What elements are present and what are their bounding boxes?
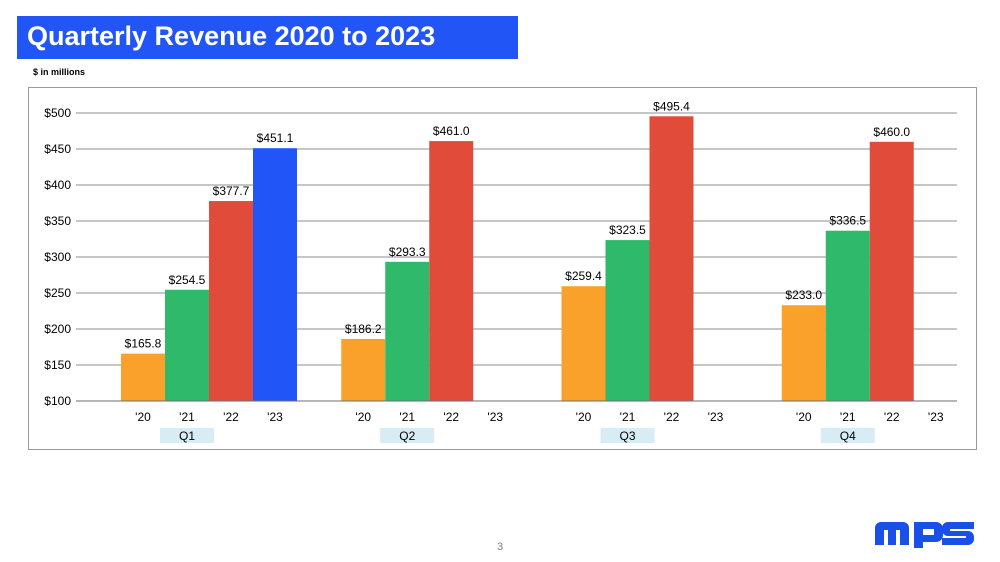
quarter-label: Q1 <box>179 429 195 443</box>
quarter-label-box <box>380 428 435 443</box>
y-tick-label: $100 <box>44 394 71 408</box>
y-tick-label: $400 <box>44 178 71 192</box>
mps-logo-icon <box>873 522 974 548</box>
units-note: $ in millions <box>33 67 86 77</box>
bar-q1-2023 <box>253 148 297 401</box>
chart-frame: $100 $150 $200 $250 $300 $350 $400 $450 $500 $165… <box>28 87 977 450</box>
bar-q1-2022 <box>209 201 253 401</box>
bar-q3-2021 <box>605 240 650 401</box>
quarter-label: Q4 <box>840 429 856 443</box>
data-label: $293.3 <box>389 245 426 259</box>
bar-q4-2020 <box>781 305 826 401</box>
x-tick-label: '21 <box>399 410 415 424</box>
x-tick-label: '23 <box>708 410 724 424</box>
x-tick-label: '20 <box>355 410 371 424</box>
y-tick-label: $250 <box>44 286 71 300</box>
data-label: $186.2 <box>345 322 382 336</box>
quarter-label-box <box>600 428 655 443</box>
y-tick-label: $350 <box>44 214 71 228</box>
page-number: 3 <box>496 541 504 553</box>
bar-q2-2022 <box>429 141 474 401</box>
data-label: $336.5 <box>829 214 866 228</box>
bar-q1-2021 <box>165 289 209 401</box>
y-tick-label: $450 <box>44 142 71 156</box>
x-tick-label: '21 <box>179 410 195 424</box>
bar-q2-2021 <box>385 261 430 401</box>
y-tick-label: $150 <box>44 358 71 372</box>
x-tick-label: '23 <box>928 410 944 424</box>
data-label: $254.5 <box>169 273 206 287</box>
x-tick-label: '22 <box>884 410 900 424</box>
data-label: $259.4 <box>565 269 602 283</box>
x-tick-label: '22 <box>664 410 680 424</box>
data-label: $377.7 <box>213 184 250 198</box>
x-tick-label: '23 <box>487 410 503 424</box>
data-label: $165.8 <box>125 337 162 351</box>
y-tick-label: $500 <box>44 106 71 120</box>
bar-q3-2020 <box>561 286 606 401</box>
data-label: $495.4 <box>653 99 690 113</box>
x-tick-label: '20 <box>576 410 592 424</box>
data-label: $323.5 <box>609 223 646 237</box>
y-tick-label: $300 <box>44 250 71 264</box>
bar-q1-2020 <box>121 353 165 401</box>
bar-q4-2021 <box>825 230 870 401</box>
x-tick-label: '21 <box>840 410 856 424</box>
x-tick-label: '21 <box>620 410 636 424</box>
data-label: $460.0 <box>873 125 910 139</box>
quarter-label-box <box>160 428 214 443</box>
bar-q3-2022 <box>649 116 694 401</box>
title-bar: Quarterly Revenue 2020 to 2023 <box>17 16 518 59</box>
data-label: $233.0 <box>785 288 822 302</box>
x-tick-label: '23 <box>267 410 283 424</box>
quarter-label: Q2 <box>399 429 415 443</box>
x-tick-label: '22 <box>223 410 239 424</box>
mps-logo: mps <box>872 516 982 555</box>
x-tick-label: '20 <box>135 410 151 424</box>
data-label: $451.1 <box>257 131 294 145</box>
quarter-label: Q3 <box>619 429 635 443</box>
quarter-label-box <box>820 428 875 443</box>
x-tick-label: '22 <box>443 410 459 424</box>
x-tick-label: '20 <box>796 410 812 424</box>
revenue-bar-chart: $100 $150 $200 $250 $300 $350 $400 $450 $500 $165… <box>44 99 957 443</box>
bar-q2-2020 <box>341 338 386 401</box>
page-title: Quarterly Revenue 2020 to 2023 <box>27 21 436 51</box>
data-label: $461.0 <box>433 124 470 138</box>
bar-q4-2022 <box>869 141 914 402</box>
y-tick-label: $200 <box>44 322 71 336</box>
